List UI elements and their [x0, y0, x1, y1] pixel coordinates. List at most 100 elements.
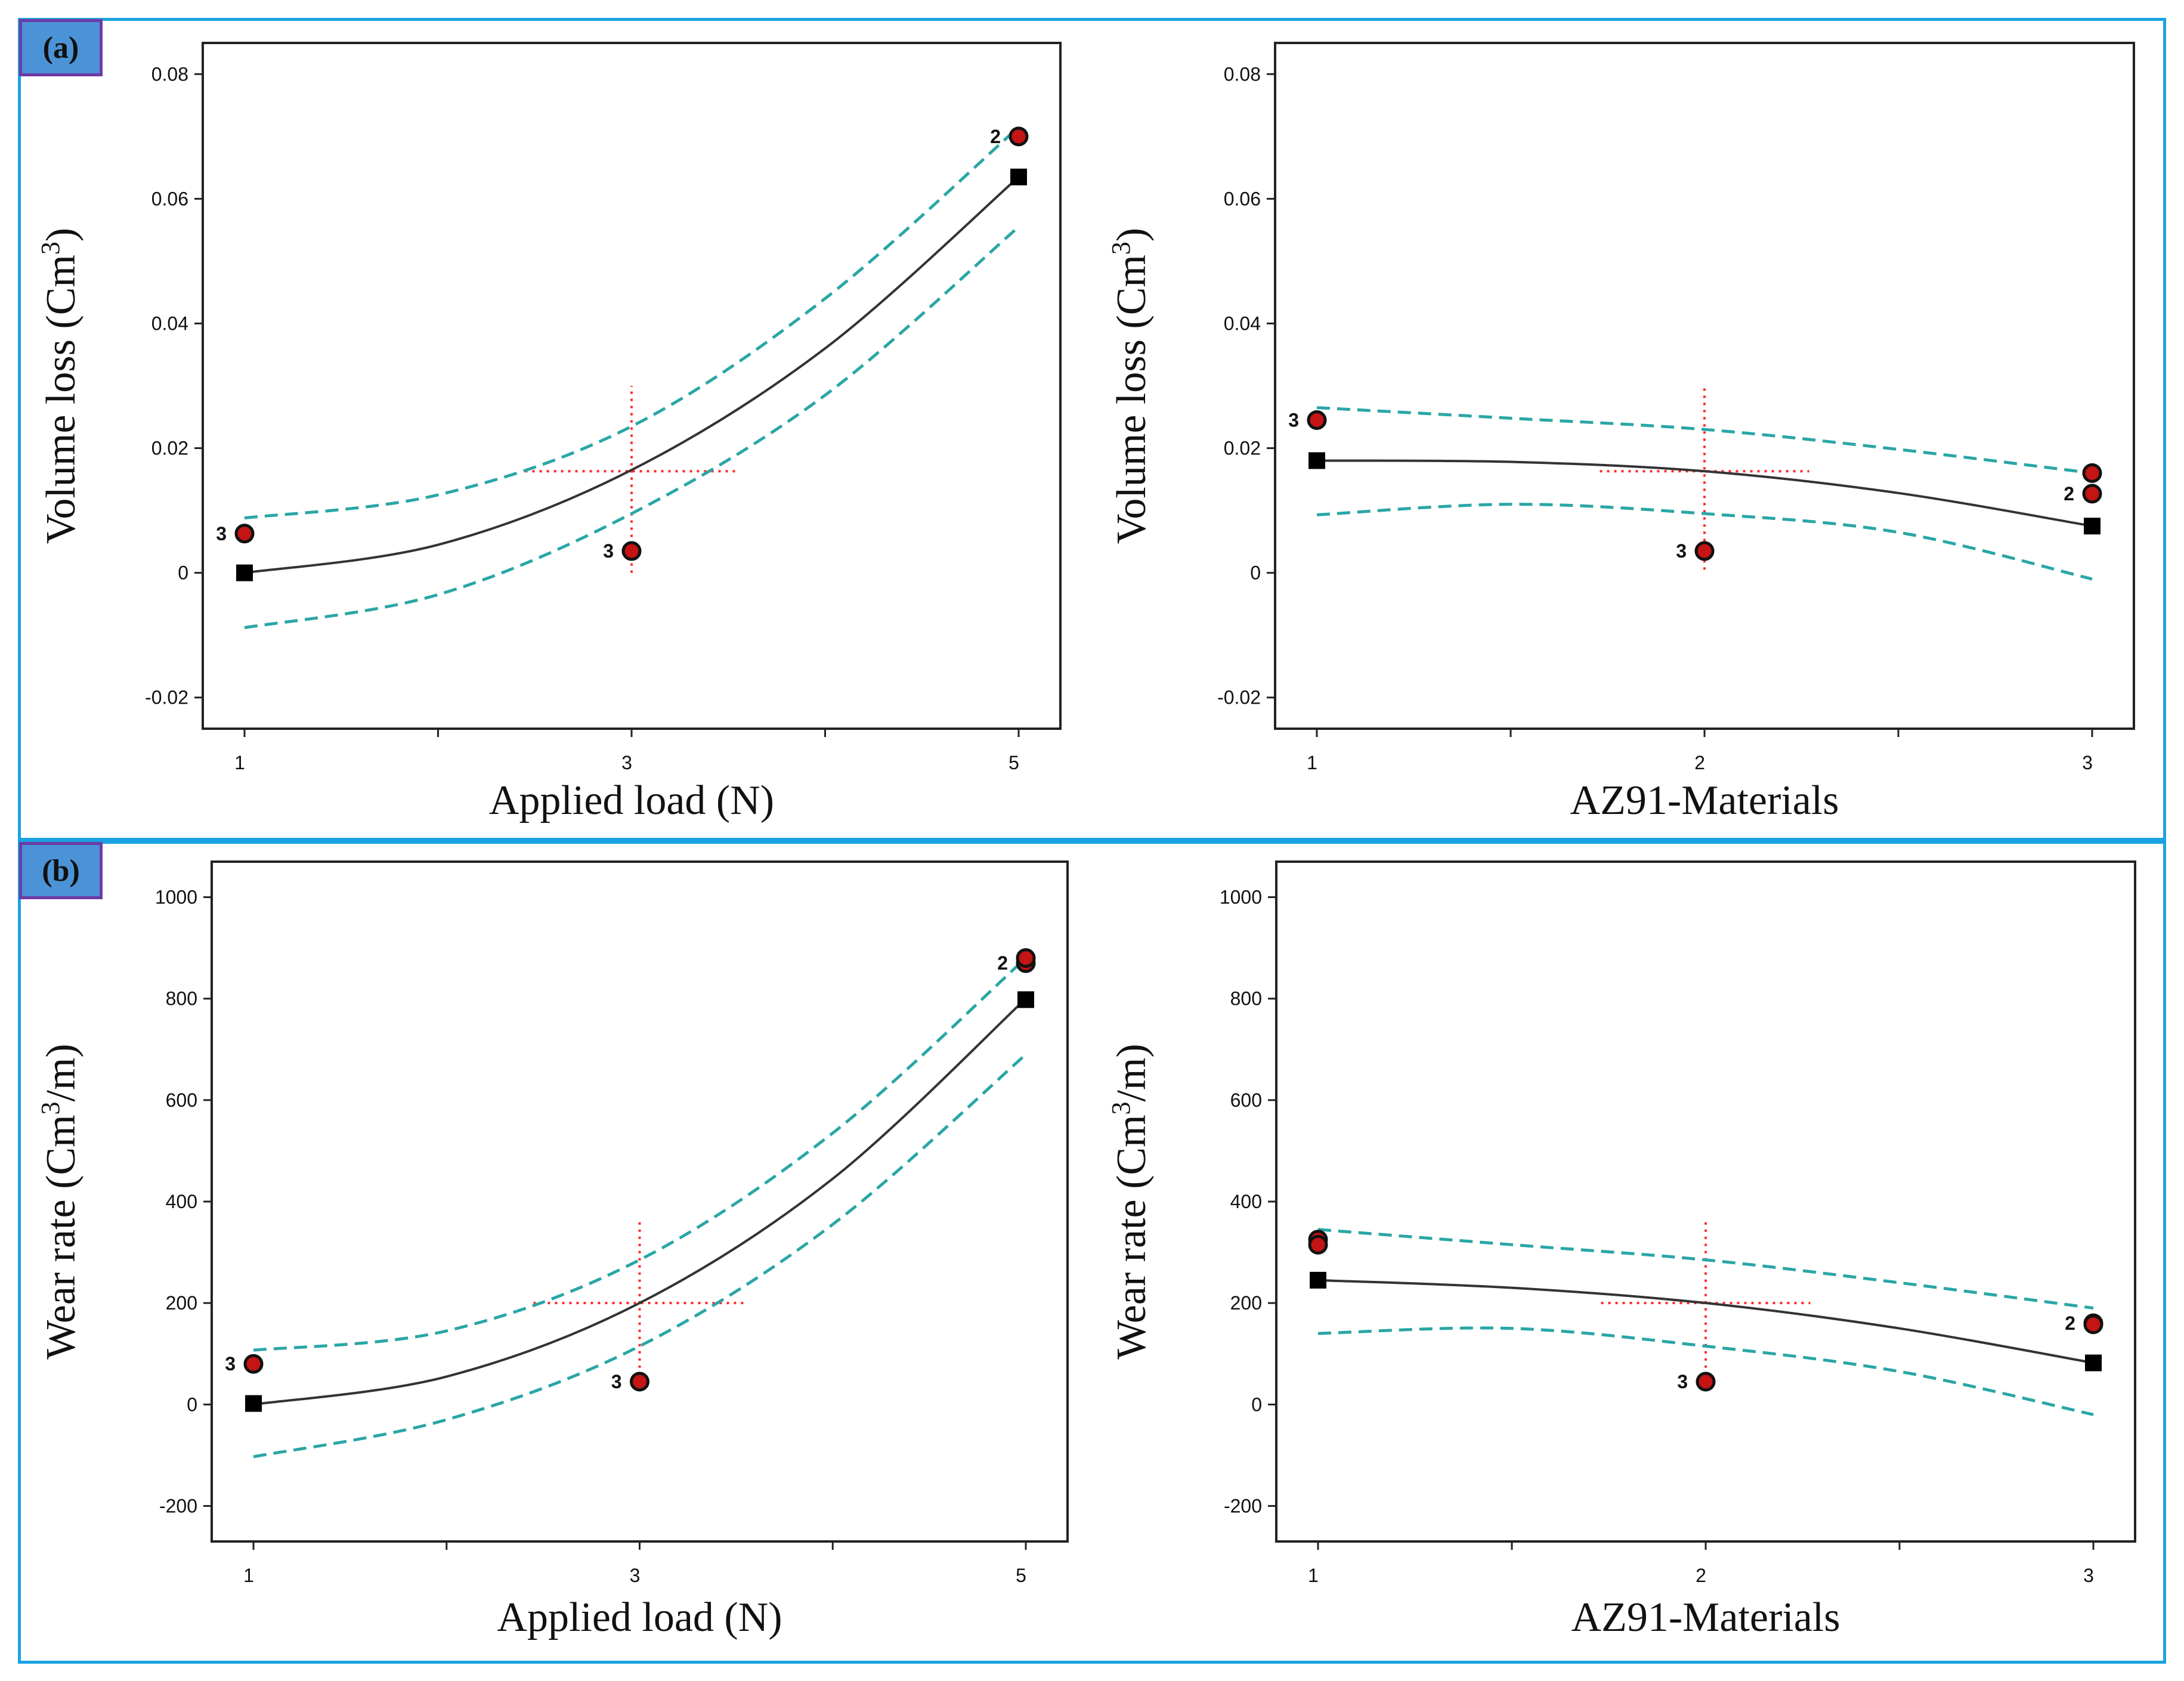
replicate-count-label: 3	[603, 540, 614, 562]
y-tick-label: 0.08	[1224, 63, 1261, 85]
plot-area	[211, 860, 1069, 1543]
x-tick-label: 5	[1009, 752, 1019, 773]
y-axis-label: Volume loss (Cm3)	[36, 228, 84, 544]
x-tick-label: 1	[1307, 752, 1317, 773]
replicate-count-label: 3	[225, 1353, 236, 1374]
predicted-line	[1316, 459, 2093, 528]
actual-point	[2083, 1314, 2103, 1335]
x-axis-label: AZ91-Materials	[1570, 778, 1839, 824]
chart-2: -0.02 0 0.02 0.04 0.06 0.08 1 2 3 3 3 2 AZ91-Materia…	[1106, 42, 2135, 824]
y-tick-label: 600	[1230, 1089, 1262, 1111]
panel-b-label: (b)	[19, 842, 103, 899]
y-axis-label-superscript: 3	[1106, 242, 1136, 255]
y-axis-label-text: Wear rate (Cm	[1109, 1115, 1155, 1359]
panel-a-label: (a)	[19, 19, 103, 76]
y-tick-label: 0	[178, 562, 188, 584]
chart-1: -0.02 0 0.02 0.04 0.06 0.08 1 3 5 3 3 2 Applied load…	[36, 42, 1062, 824]
y-tick-label: 0.08	[151, 63, 188, 85]
y-axis-label-text: Volume loss (Cm	[38, 255, 84, 544]
design-point-marker	[2084, 518, 2101, 535]
x-tick-label: 1	[1308, 1565, 1319, 1586]
x-tick-label: 1	[243, 1565, 254, 1586]
y-tick-label: 0.04	[1224, 312, 1261, 334]
plot-area	[1275, 860, 2136, 1543]
replicate-count-label: 2	[2064, 483, 2074, 504]
x-tick-label: 5	[1016, 1565, 1026, 1586]
y-tick-label: 800	[166, 988, 197, 1010]
y-tick-label: 1000	[155, 887, 197, 908]
y-tick-label: 0.02	[1224, 438, 1261, 459]
y-tick-label: -0.02	[1217, 687, 1261, 708]
y-axis-label-superscript: 3	[36, 1101, 65, 1115]
actual-point	[243, 1354, 264, 1374]
x-tick-label: 2	[1696, 1565, 1706, 1586]
lower-ci-line	[253, 1053, 1027, 1459]
actual-point	[1016, 948, 1036, 968]
predicted-line	[253, 998, 1027, 1406]
replicate-count-label: 2	[990, 126, 1001, 147]
x-tick-label: 3	[630, 1565, 641, 1586]
panel-a-frame	[18, 18, 2166, 841]
design-point-marker	[1017, 991, 1034, 1008]
design-point-marker	[1308, 452, 1325, 469]
predicted-line	[1317, 1278, 2094, 1364]
replicate-count-label: 3	[611, 1371, 622, 1392]
y-tick-label: 0	[1250, 562, 1261, 584]
actual-point	[234, 524, 255, 544]
y-axis-label-text: Volume loss (Cm	[1109, 255, 1155, 544]
y-axis-label-tail: /m)	[1109, 1044, 1155, 1101]
design-point-marker	[1310, 1271, 1326, 1289]
y-tick-label: 0	[187, 1394, 197, 1415]
replicate-count-label: 2	[2065, 1312, 2075, 1334]
y-tick-label: 400	[166, 1191, 197, 1212]
replicate-count-label: 3	[1676, 540, 1687, 562]
actual-point	[630, 1372, 649, 1392]
actual-point	[1307, 410, 1327, 430]
y-tick-label: 0.02	[151, 438, 188, 459]
y-tick-label: 0	[1251, 1394, 1262, 1415]
x-axis-label: Applied load (N)	[489, 778, 774, 824]
x-tick-label: 1	[234, 752, 245, 773]
chart-3: -200 0 200 400 600 800 1000 1 3 5 3 3 2 Applied load …	[36, 860, 1069, 1640]
y-tick-label: 0.04	[151, 312, 188, 334]
design-point-marker	[245, 1395, 262, 1412]
x-tick-label: 3	[2083, 1565, 2094, 1586]
y-axis-label-superscript: 3	[1106, 1101, 1136, 1115]
actual-point	[1696, 1372, 1716, 1392]
y-tick-label: 200	[1230, 1292, 1262, 1314]
y-tick-label: 400	[1230, 1191, 1262, 1212]
actual-point	[621, 541, 642, 561]
x-axis-label: AZ91-Materials	[1572, 1595, 1840, 1640]
y-tick-label: 200	[166, 1292, 197, 1314]
lower-ci-line	[1317, 1326, 2094, 1416]
lower-ci-line	[244, 225, 1020, 630]
y-axis-label: Wear rate (Cm3/m)	[1106, 1044, 1155, 1359]
replicate-count-label: 3	[216, 523, 227, 544]
y-tick-label: -0.02	[145, 687, 188, 708]
y-tick-label: 0.06	[151, 188, 188, 209]
chart-4: -200 0 200 400 600 800 1000 1 2 3 3 2 AZ91-Materials…	[1106, 860, 2136, 1640]
replicate-count-label: 2	[997, 952, 1008, 974]
upper-ci-line	[1317, 1228, 2094, 1310]
actual-point	[1308, 1234, 1328, 1255]
y-axis-label-tail: /m)	[38, 1044, 84, 1101]
y-axis-label: Volume loss (Cm3)	[1106, 228, 1155, 544]
y-tick-label: 1000	[1220, 887, 1262, 908]
upper-ci-line	[253, 956, 1027, 1352]
actual-point	[2082, 463, 2102, 483]
design-point-marker	[1010, 168, 1027, 185]
x-tick-label: 3	[621, 752, 632, 773]
actual-point	[1009, 126, 1029, 147]
lower-ci-line	[1316, 503, 2093, 581]
replicate-count-label: 3	[1677, 1371, 1688, 1392]
y-axis-label: Wear rate (Cm3/m)	[36, 1044, 84, 1359]
y-tick-label: 800	[1230, 988, 1262, 1010]
y-tick-label: -200	[1224, 1495, 1262, 1516]
upper-ci-line	[1316, 406, 2093, 475]
y-tick-label: 0.06	[1224, 188, 1261, 209]
y-axis-label-text: Wear rate (Cm	[38, 1115, 84, 1359]
predicted-line	[244, 176, 1020, 574]
x-tick-label: 3	[2082, 752, 2093, 773]
y-axis-label-superscript: 3	[36, 242, 65, 255]
